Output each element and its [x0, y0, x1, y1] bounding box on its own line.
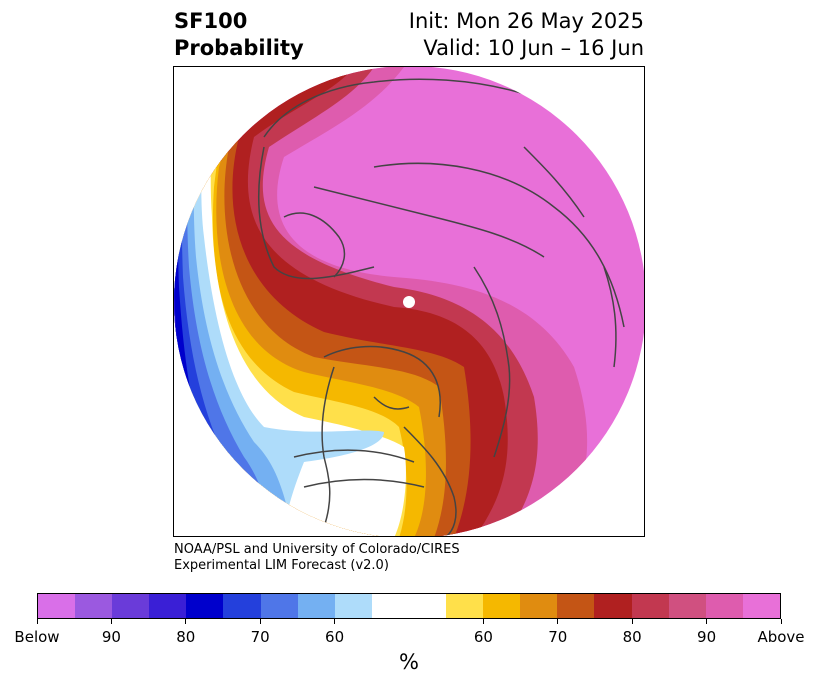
valid-range: Valid: 10 Jun – 16 Jun — [423, 36, 644, 60]
colorbar-tick — [631, 619, 633, 624]
polar-map — [173, 66, 645, 537]
forecast-dates: Init: Mon 26 May 2025 Valid: 10 Jun – 16… — [409, 8, 644, 62]
credit-line2: Experimental LIM Forecast (v2.0) — [174, 558, 389, 573]
colorbar-swatch — [186, 594, 224, 618]
colorbar-swatch — [631, 594, 669, 618]
title-type: Probability — [174, 36, 304, 60]
colorbar-tick — [36, 619, 38, 624]
colorbar-tick-label: 80 — [176, 628, 196, 646]
colorbar-swatch — [446, 594, 484, 618]
colorbar-swatch — [112, 594, 150, 618]
colorbar-tick — [110, 619, 112, 624]
colorbar-swatch — [742, 594, 780, 618]
colorbar-tick — [557, 619, 559, 624]
colorbar-swatch — [297, 594, 335, 618]
north-pole-marker — [403, 296, 415, 308]
colorbar-swatch — [408, 594, 447, 618]
colorbar-swatch — [75, 594, 113, 618]
colorbar-tick — [780, 619, 782, 624]
colorbar-swatch — [668, 594, 706, 618]
colorbar-tick — [334, 619, 336, 624]
colorbar-tick-label: Below — [14, 628, 60, 646]
credit-text: NOAA/PSL and University of Colorado/CIRE… — [174, 542, 460, 574]
colorbar-swatch — [371, 594, 409, 618]
credit-line1: NOAA/PSL and University of Colorado/CIRE… — [174, 542, 460, 557]
colorbar-swatch — [260, 594, 298, 618]
title-variable: SF100 — [174, 9, 248, 33]
colorbar-tick-label: 90 — [697, 628, 717, 646]
colorbar-swatch — [334, 594, 372, 618]
colorbar-swatch — [223, 594, 261, 618]
colorbar-tick-label: 70 — [548, 628, 568, 646]
colorbar-tick-label: 60 — [325, 628, 345, 646]
coastlines — [258, 78, 625, 536]
colorbar-swatch — [594, 594, 632, 618]
colorbar-tick-label: 80 — [622, 628, 642, 646]
colorbar-swatch — [705, 594, 743, 618]
colorbar-tick — [706, 619, 708, 624]
colorbar — [37, 593, 781, 619]
polar-map-svg — [174, 67, 644, 536]
colorbar-tick — [259, 619, 261, 624]
colorbar-tick — [185, 619, 187, 624]
colorbar-tick-label: Above — [757, 628, 805, 646]
colorbar-tick-label: 90 — [101, 628, 121, 646]
colorbar-swatch — [557, 594, 595, 618]
colorbar-tick — [482, 619, 484, 624]
colorbar-swatch — [483, 594, 521, 618]
colorbar-units: % — [399, 650, 419, 674]
colorbar-swatch — [520, 594, 558, 618]
colorbar-tick-label: 70 — [250, 628, 270, 646]
colorbar-swatch — [149, 594, 187, 618]
init-date: Init: Mon 26 May 2025 — [408, 9, 644, 33]
map-title: SF100 Probability — [174, 8, 304, 62]
colorbar-swatch — [38, 594, 76, 618]
colorbar-tick-label: 60 — [473, 628, 493, 646]
